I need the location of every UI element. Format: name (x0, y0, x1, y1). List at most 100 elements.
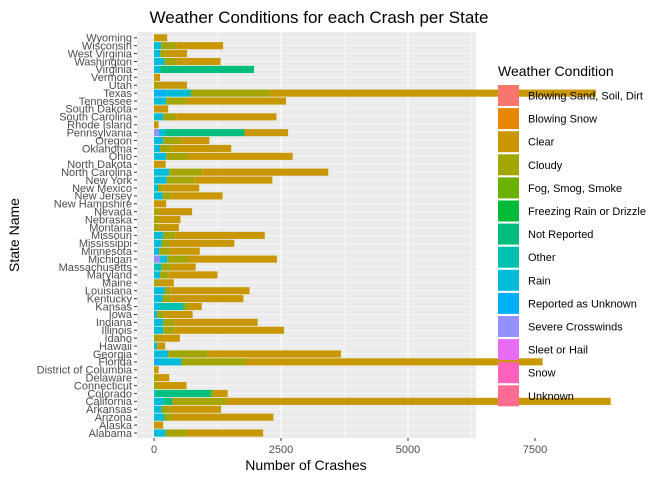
bar-ohio-clear (187, 152, 293, 160)
y-tick-label: North Dakota (67, 159, 133, 171)
bar-massachusetts-clear (170, 263, 196, 271)
y-tick-label: Maryland (87, 270, 132, 282)
legend-swatch-not-reported (498, 223, 519, 245)
legend-label-clear: Clear (528, 137, 555, 149)
y-tick-label: Hawaii (99, 341, 132, 353)
bar-new-mexico-cloudy (158, 184, 163, 192)
bar-new-mexico-rain (154, 184, 159, 192)
y-tick-label: New York (86, 175, 133, 187)
y-tick-label: District of Columbia (37, 365, 133, 377)
legend-swatch-sleet-or-hail (498, 339, 519, 361)
legend-label-other: Other (528, 252, 556, 264)
bar-arizona-other (161, 413, 165, 421)
bar-texas-cloudy (191, 89, 270, 97)
y-tick-label: Rhode Island (67, 120, 132, 132)
bar-oklahoma-cloudy (160, 144, 172, 153)
y-tick-label: Florida (98, 357, 133, 369)
bar-delaware-cloudy (154, 374, 158, 382)
legend-swatch-rain (498, 269, 519, 291)
bar-ohio-rain (154, 152, 167, 160)
y-tick-label: Arizona (95, 412, 133, 424)
bar-minnesota-cloudy (159, 247, 170, 255)
bar-oklahoma-rain (154, 144, 161, 153)
bar-maine-cloudy (154, 279, 159, 287)
y-tick-label: Idaho (104, 333, 132, 345)
y-tick-label: Oregon (95, 135, 132, 147)
y-tick-label: South Dakota (65, 104, 133, 116)
bar-wisconsin-cloudy (161, 42, 177, 50)
bar-pennsylvania-not-reported (165, 129, 245, 137)
y-tick-label: West Virginia (68, 48, 133, 60)
x-tick-label: 2500 (269, 444, 293, 456)
bar-massachusetts-other (154, 263, 162, 271)
legend-swatch-freezing-rain-or-drizzle (498, 200, 519, 222)
y-tick-label: Illinois (101, 325, 132, 337)
y-tick-label: Missouri (91, 230, 132, 242)
bar-texas-reported-as-unknown (154, 89, 167, 97)
bar-kentucky-clear (171, 295, 244, 303)
bar-pennsylvania-rain (159, 129, 166, 137)
y-tick-label: Washington (74, 56, 132, 68)
y-tick-label: Nevada (94, 206, 133, 218)
bar-west-virginia-clear (165, 50, 188, 58)
y-tick-label: Maine (102, 278, 132, 290)
bar-west-virginia-cloudy (160, 50, 166, 58)
y-tick-label: Texas (103, 88, 132, 100)
bar-nevada-clear (158, 208, 193, 216)
y-tick-label: Kansas (95, 301, 132, 313)
bar-utah-cloudy (154, 81, 159, 89)
bar-illinois-clear (174, 326, 285, 334)
bar-michigan-rain (160, 255, 168, 263)
bar-new-york-clear (194, 176, 273, 184)
y-tick-label: Connecticut (74, 380, 132, 392)
bar-illinois-cloudy (163, 326, 175, 334)
bar-georgia-rain (154, 350, 169, 358)
bar-maine-clear (158, 279, 174, 287)
legend-swatch-fog-smog-smoke (498, 177, 519, 199)
bar-oregon-cloudy (163, 136, 181, 145)
bar-arizona-cloudy (164, 413, 173, 421)
bar-missouri-cloudy (163, 231, 176, 239)
legend-swatch-snow (498, 362, 519, 384)
y-axis: AlabamaAlaskaArizonaArkansasCaliforniaCo… (37, 33, 137, 440)
bar-virginia-not-reported (160, 65, 255, 73)
y-tick-label: Oklahoma (82, 143, 133, 155)
bar-montana-clear (158, 223, 179, 232)
y-tick-label: Alaska (99, 420, 133, 432)
bar-iowa-rain (154, 310, 158, 318)
bar-missouri-clear (175, 231, 265, 239)
x-tick-label: 7500 (523, 444, 547, 456)
x-tick-label: 0 (151, 444, 157, 456)
bar-michigan-clear (188, 255, 277, 263)
bar-new-jersey-rain (154, 192, 163, 200)
bar-alaska-clear (154, 421, 164, 429)
bar-nevada-cloudy (154, 208, 159, 216)
y-tick-label: Indiana (96, 317, 133, 329)
bar-nebraska-clear (158, 216, 181, 224)
bar-minnesota-clear (169, 247, 200, 255)
bar-washington-rain (154, 57, 165, 66)
bar-alabama-rain (154, 429, 166, 437)
bar-new-mexico-clear (162, 184, 200, 192)
legend-swatch-reported-as-unknown (498, 292, 519, 314)
bar-illinois-rain (154, 326, 164, 334)
y-tick-label: Iowa (109, 309, 133, 321)
y-tick-label: Mississippi (79, 238, 132, 250)
legend-label-reported-as-unknown: Reported as Unknown (528, 298, 637, 310)
bar-alabama-clear (187, 429, 264, 437)
bar-iowa-cloudy (157, 310, 165, 318)
bar-massachusetts-cloudy (161, 263, 171, 271)
legend-label-blowing-sand-soil-dirt: Blowing Sand, Soil, Dirt (528, 91, 643, 103)
legend: Weather Condition Blowing Sand, Soil, Di… (498, 63, 646, 407)
bar-indiana-cloudy (163, 318, 175, 326)
bar-south-dakota-clear (154, 105, 169, 113)
bar-south-carolina-rain (154, 113, 164, 121)
bar-california-cloudy (172, 397, 226, 405)
bar-california-not-reported (164, 397, 173, 405)
bar-arkansas-rain (154, 405, 162, 413)
y-tick-label: Utah (109, 80, 132, 92)
y-tick-label: Kentucky (87, 293, 133, 305)
bar-maryland-clear (168, 271, 218, 279)
legend-label-severe-crosswinds: Severe Crosswinds (528, 322, 623, 334)
